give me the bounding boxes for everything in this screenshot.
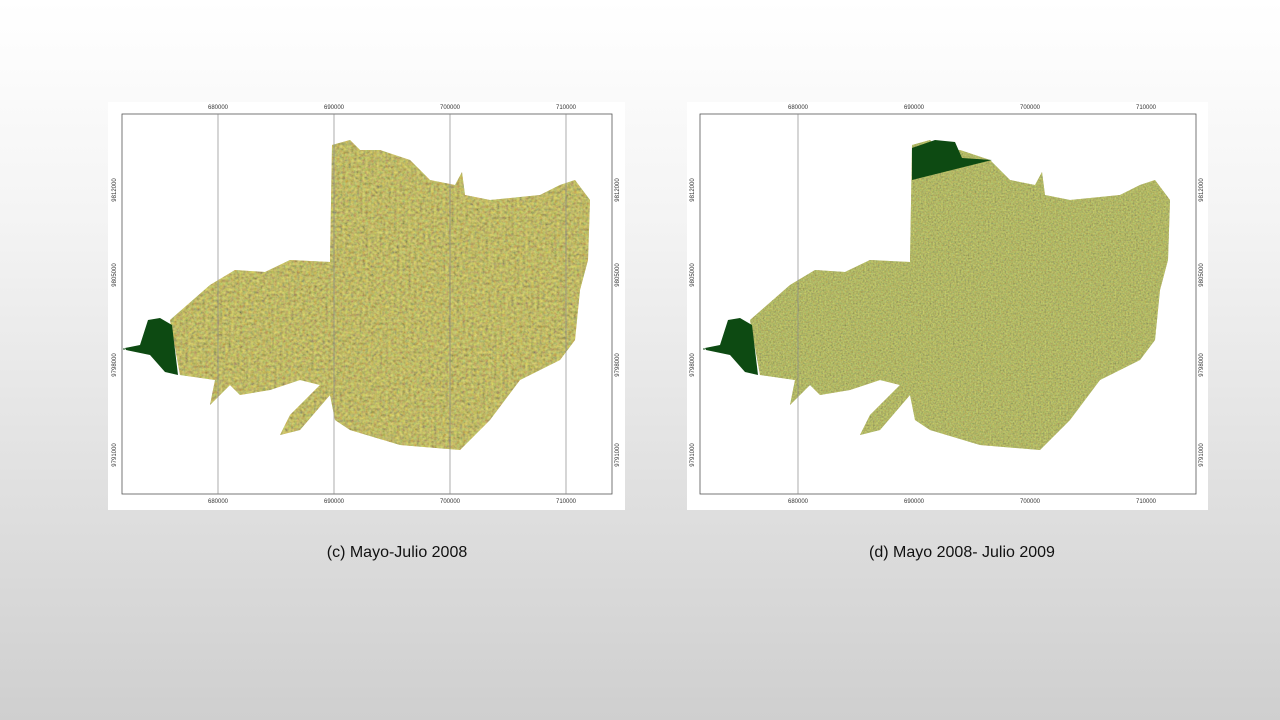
- x-tick-label: 690000: [324, 105, 345, 111]
- dark-area: [705, 318, 758, 375]
- x-tick-label: 700000: [440, 105, 461, 111]
- caption: (c) Mayo-Julio 2008: [327, 544, 468, 561]
- x-tick-label: 710000: [556, 499, 577, 505]
- x-tick-label: 710000: [556, 105, 577, 111]
- x-tick-label: 700000: [1020, 499, 1041, 505]
- x-tick-label: 710000: [1136, 499, 1157, 505]
- y-tick-label: 9791000: [690, 443, 696, 467]
- y-tick-label: 9805000: [615, 263, 621, 287]
- x-tick-label: 680000: [208, 499, 229, 505]
- x-tick-label: 680000: [788, 105, 809, 111]
- y-tick-label: 9805000: [112, 263, 118, 287]
- dark-area: [912, 140, 992, 180]
- y-tick-label: 9791000: [1199, 443, 1205, 467]
- x-tick-label: 700000: [440, 499, 461, 505]
- y-tick-label: 9798000: [690, 353, 696, 377]
- map-panel: 680000 680000 690000 690000 700000 700000 7100…: [687, 102, 1208, 561]
- x-tick-label: 710000: [1136, 105, 1157, 111]
- x-tick-label: 680000: [788, 499, 809, 505]
- map-panel: 680000 680000 690000 690000 700000 700000 7100…: [108, 102, 625, 561]
- y-tick-label: 9798000: [615, 353, 621, 377]
- caption: (d) Mayo 2008- Julio 2009: [869, 544, 1055, 561]
- y-tick-label: 9812000: [690, 178, 696, 202]
- y-tick-label: 9798000: [112, 353, 118, 377]
- map-frame: [699, 113, 1197, 495]
- x-tick-label: 690000: [324, 499, 345, 505]
- y-tick-label: 9805000: [1199, 263, 1205, 287]
- y-tick-label: 9805000: [690, 263, 696, 287]
- y-tick-label: 9812000: [1199, 178, 1205, 202]
- x-tick-label: 680000: [208, 105, 229, 111]
- y-tick-label: 9812000: [615, 178, 621, 202]
- y-tick-label: 9798000: [1199, 353, 1205, 377]
- y-tick-label: 9791000: [112, 443, 118, 467]
- dark-area: [125, 318, 178, 375]
- x-tick-label: 690000: [904, 499, 925, 505]
- y-tick-label: 9812000: [112, 178, 118, 202]
- y-tick-label: 9791000: [615, 443, 621, 467]
- x-tick-label: 690000: [904, 105, 925, 111]
- map-frame: [121, 113, 613, 495]
- x-tick-label: 700000: [1020, 105, 1041, 111]
